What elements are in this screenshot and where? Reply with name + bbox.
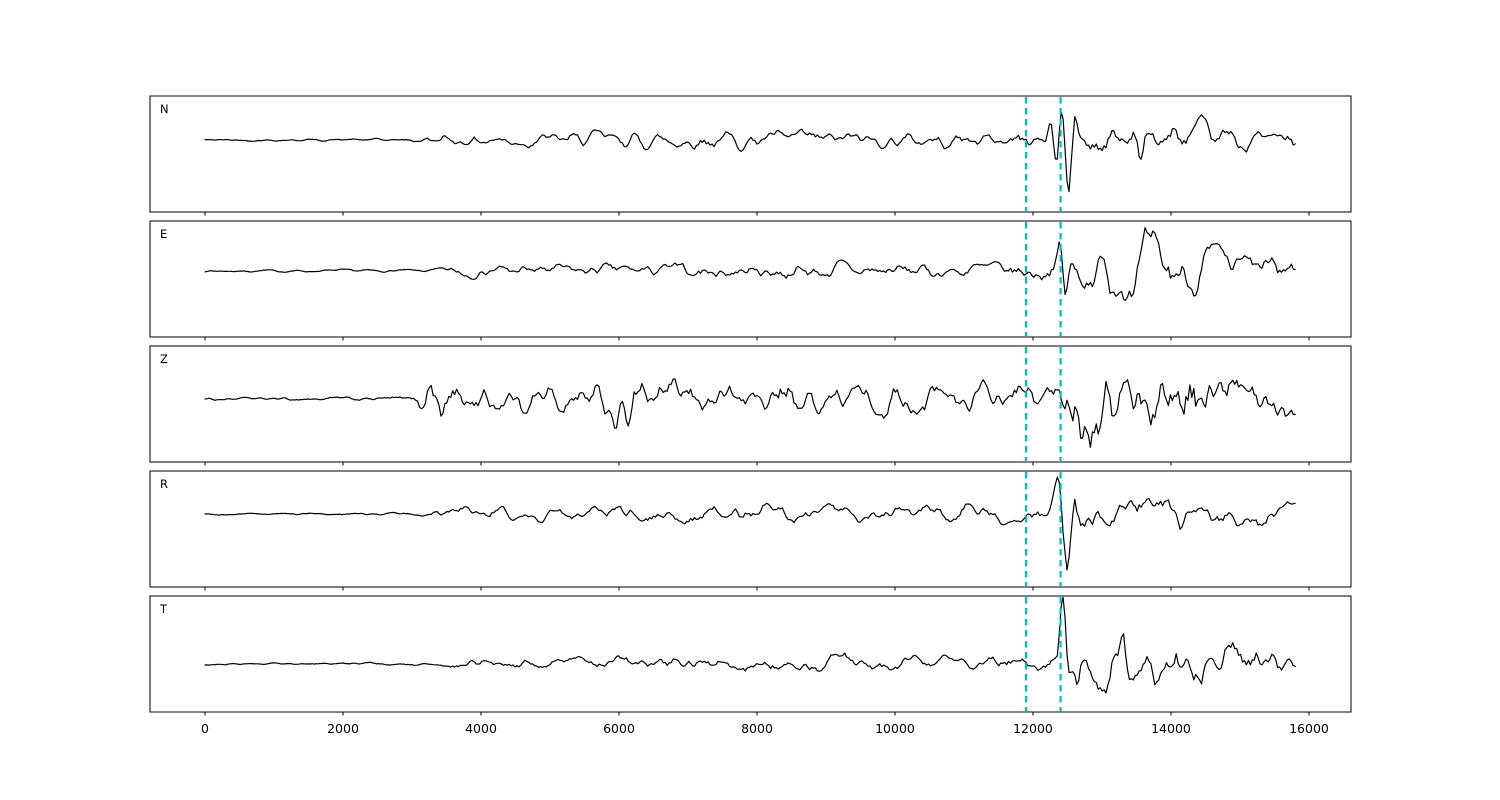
x-ticks-Z — [204, 462, 1310, 466]
panel-E: E — [149, 220, 1352, 341]
waveform-trace-R — [204, 476, 1296, 571]
x-ticks-T — [204, 712, 1310, 716]
waveform-trace-Z — [204, 378, 1296, 448]
x-axis-tick-labels: 0 2000 4000 6000 8000 10000 12000 14000 16000 — [201, 721, 1329, 736]
panel-R: R — [149, 470, 1352, 591]
panel-frame-Z — [149, 345, 1352, 463]
panel-label-N: N — [160, 102, 169, 116]
x-tick-label-14000: 14000 — [1151, 721, 1191, 736]
x-ticks-R — [204, 587, 1310, 591]
panel-label-Z: Z — [160, 352, 168, 366]
x-tick-label-0: 0 — [201, 721, 209, 736]
panel-N: N — [149, 95, 1352, 216]
x-ticks-E — [204, 337, 1310, 341]
waveform-trace-N — [204, 111, 1296, 193]
x-tick-label-12000: 12000 — [1013, 721, 1053, 736]
x-ticks-N — [204, 212, 1310, 216]
panel-T: T — [149, 595, 1352, 716]
x-tick-label-16000: 16000 — [1289, 721, 1329, 736]
x-tick-label-4000: 4000 — [465, 721, 497, 736]
panel-Z: Z — [149, 345, 1352, 466]
x-tick-label-8000: 8000 — [741, 721, 773, 736]
panel-label-E: E — [160, 227, 167, 241]
x-tick-label-2000: 2000 — [327, 721, 359, 736]
panel-frame-E — [149, 220, 1352, 338]
waveform-trace-T — [204, 596, 1296, 694]
x-tick-label-10000: 10000 — [875, 721, 915, 736]
panel-frame-T — [149, 595, 1352, 713]
panel-label-R: R — [160, 477, 168, 491]
panel-frame-N — [149, 95, 1352, 213]
panel-frame-R — [149, 470, 1352, 588]
waveform-trace-E — [204, 227, 1296, 301]
panel-label-T: T — [159, 602, 168, 616]
x-tick-label-6000: 6000 — [603, 721, 635, 736]
